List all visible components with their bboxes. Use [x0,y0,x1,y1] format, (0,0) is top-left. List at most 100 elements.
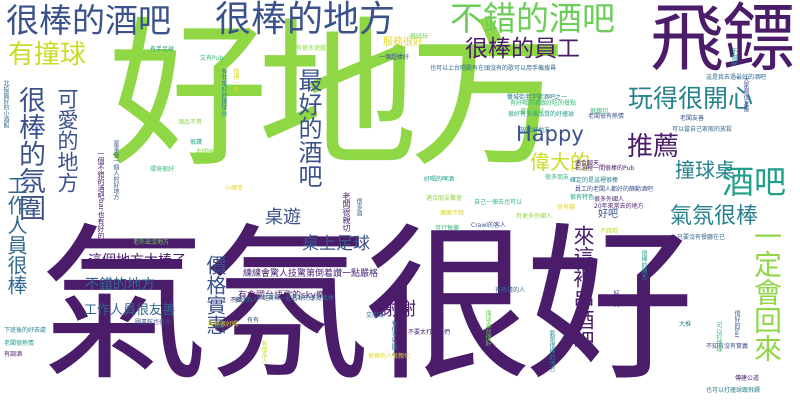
word: 一定會回來 [750,222,783,362]
word: 不錯的酒吧 [450,0,615,38]
word: 一個超棒好 [379,54,410,61]
word: 好多人 [612,290,619,308]
word: 好喝的啤酒 [424,176,455,183]
word: 很棒的員工 [465,36,580,62]
word: 桌上足球 [302,234,370,254]
word: 工作人員很友善 [84,303,176,318]
word: 有手足球 [150,46,175,53]
word: 圖書館也很多 [135,319,172,326]
word: 也可以上台唱歌有在頭沒有的歌可以用手機搜尋 [430,65,557,72]
word: 也可以打撞球跟飛鏢 [706,387,761,394]
word: 很好玩 [410,33,429,40]
word: 酒品不貴 [178,119,203,126]
word: 很棒的人很親切 [368,353,411,360]
word: 撞球很好 [520,108,545,115]
word: 氣氛很棒的地方 [548,330,555,372]
word: 很有趣 [557,204,576,211]
word: 最好的酒吧 [294,68,322,188]
word: 老外出沒地方 [133,239,170,246]
word: 交朋友 [366,312,385,319]
word: 這個地方太棒了 [88,253,186,269]
word: 適合聊天 [575,160,600,167]
word: 大推 [679,321,692,328]
word: 偉大的 [530,150,590,174]
word: 撞球桌 [675,158,735,182]
word: 有會國台語歌的sky樂隊 [238,291,334,301]
word: 大家都很友善 [742,76,749,112]
word: 適合朋友聚會 [426,195,463,202]
word: 練練會驚人技驚第倒着讚一點嚴格 [243,269,379,279]
word: Crawl的客人 [471,222,506,229]
word: 很好的bar [733,310,740,338]
word: 自己一個去也可以 [474,199,523,206]
word: 不知有沒有實義 [706,343,749,350]
word: 確定的是這裡很棒 [570,177,619,184]
word: 不要太打擾他們 [408,329,451,336]
word: 很棒的地方 [640,250,647,280]
word: 可愛的地方 [55,88,79,193]
word: 放鬆好地方 [520,127,551,134]
word: 很棒的酒吧 [6,1,171,40]
word: 北投最好的小酒館 [2,80,9,128]
word: 有調酒 [4,351,23,358]
word: 老闆很熱情 [196,149,227,156]
word: 是享受一個人的好地方 [112,140,119,200]
word: 有熱情的人 [495,287,526,294]
word: 環境很好 [150,166,175,173]
word: 老闆很熱情 [4,340,35,347]
word: 玩得很開心 [628,84,754,113]
word: 好吧 [598,209,618,220]
word: 不錯的地方 [85,277,155,293]
word: 老闆很親切 [342,192,351,232]
word: 推薦 [627,132,680,162]
word: 值得一去 [232,68,239,92]
word: 價格實惠 [203,255,227,335]
word: 石洞裡一間很棒的Pub [575,165,635,172]
word: 很有特色 [570,194,595,201]
word: 很好有多高品質的好撞球 [508,111,575,118]
word: 20年來常去的地方 [594,203,644,210]
word: 很多外國人 [594,196,625,203]
word: 員工的老闆人都好的篩動酒吧 [575,186,654,193]
word: 有有 [247,317,260,324]
word: 氣氛很棒 [670,204,759,229]
word: 服務很好喝 [208,321,239,328]
word: 來這裡串酒吧 [571,225,595,351]
word: 有很多遊戲 [296,45,327,52]
word: 好地方 [108,2,568,189]
word: 很多酒 [355,198,362,216]
word: Happy [516,122,584,146]
word: 有更多外國人 [516,213,553,220]
word: 工作人員很棒 [4,175,28,295]
word: 小確幸 [225,185,244,192]
word: 很棒的氛圍 [14,86,45,221]
word: 有好喝的酒跟好吃的餐點 [510,100,577,107]
word: 世足賽來一起看球的感覺真棒 [256,295,335,302]
word: 服務很好 [383,37,423,48]
word: 很親切 [590,108,609,115]
word: 氣氛很好 [40,208,694,400]
word: 很多朋友 [545,174,570,181]
word: 可行每樂 [435,225,460,232]
word: 不錯好 [730,48,737,66]
word: 飛鏢 [650,0,796,82]
word: 這是我去過最好的酒吧 [706,74,767,81]
word: 很棒的地方 [215,0,396,40]
word: 有很多人 [260,340,267,364]
word: 可以打撞球 [715,322,722,352]
word: 很好的人 [234,297,259,304]
word: 老闆很有熱情 [588,113,625,120]
word: 可以當自己家般的放鬆 [672,126,733,133]
word: 撞球桌台很好 [484,310,491,346]
word: 傳建公道 [735,375,760,382]
word: 桌遊 [265,207,301,228]
word: 雙城街老字號酒吧之一 [507,94,568,101]
word: 一個不錯的酒吧bar也有好的人 [97,150,105,246]
word: 只要沒有餐廳在已 [677,234,726,241]
word: 有撞球 [8,40,87,70]
word: 又有Pub [200,55,224,62]
word: 下班後的好去處 [4,327,47,334]
word: 有很多外國人 [390,320,397,356]
word: 很讚 [190,139,203,146]
